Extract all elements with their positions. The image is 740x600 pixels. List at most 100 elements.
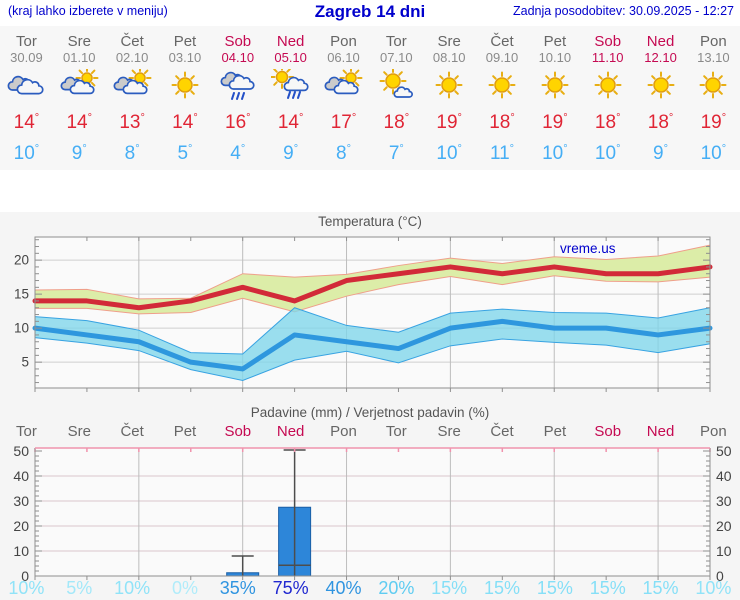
weather-icon-sunny	[423, 65, 476, 105]
day-column-sre-08.10[interactable]: Sre 08.10 19° 10°	[423, 26, 476, 170]
temp-high: 14°	[172, 112, 198, 133]
day-column-ned-12.10[interactable]: Ned 12.10 18° 9°	[634, 26, 687, 170]
temp-low: 8°	[124, 143, 140, 164]
temp-high: 18°	[594, 112, 621, 133]
location-menu-hint[interactable]: (kraj lahko izberete v meniju)	[8, 4, 168, 18]
precip-probability-value: 15%	[431, 578, 468, 598]
day-column-čet-09.10[interactable]: Čet 09.10 18° 11°	[476, 26, 529, 170]
svg-text:30: 30	[716, 493, 732, 509]
day-column-čet-02.10[interactable]: Čet 02.10 13° 8°	[106, 26, 159, 170]
temp-high: 17°	[330, 112, 357, 133]
charts-band: Temperatura (°C) 5 10 15 20 vreme.us Padavi…	[0, 212, 740, 600]
svg-text:10: 10	[14, 321, 29, 336]
day-column-sob-04.10[interactable]: Sob 04.10 16° 4°	[211, 26, 264, 170]
day-date: 10.10	[538, 50, 572, 65]
weather-icon-sun-rain	[264, 65, 317, 105]
day-name: Sre	[67, 33, 91, 50]
forecast-strip: Tor 30.09 14° 10° Sre 01.10 14° 9° Čet 02.10 13° 8°…	[0, 26, 740, 170]
day-name: Čet	[490, 33, 514, 50]
precip-day-label: Pet	[543, 423, 567, 440]
day-date: 13.10	[697, 50, 730, 65]
svg-text:20: 20	[14, 253, 29, 268]
temp-low: 9°	[653, 143, 669, 164]
precip-day-label: Čet	[120, 423, 144, 440]
temp-high: 16°	[225, 112, 251, 133]
precip-day-label: Tor	[16, 423, 37, 440]
day-column-sre-01.10[interactable]: Sre 01.10 14° 9°	[53, 26, 106, 170]
temp-low: 10°	[542, 143, 568, 164]
day-date: 07.10	[380, 50, 413, 65]
header-bar: (kraj lahko izberete v meniju) Zagreb 14…	[0, 0, 740, 26]
weather-icon-partly-cloudy	[317, 65, 370, 105]
precip-probability-value: 10%	[114, 578, 151, 598]
day-name: Čet	[120, 33, 144, 50]
temp-low: 8°	[335, 143, 351, 164]
precip-day-label: Čet	[490, 423, 514, 440]
day-column-pet-10.10[interactable]: Pet 10.10 19° 10°	[528, 26, 581, 170]
day-date: 04.10	[221, 50, 255, 65]
vreme-us-watermark-link[interactable]: vreme.us	[560, 241, 616, 256]
precip-day-row: Tor Sre Čet Pet Sob Ned Pon Tor Sre Čet Pet Sob Ned P…	[0, 422, 740, 444]
svg-text:20: 20	[716, 518, 732, 534]
precip-day-label: Tor	[385, 423, 407, 440]
precip-probability-value: 75%	[272, 578, 309, 598]
temp-high: 14°	[13, 112, 40, 133]
day-date: 02.10	[115, 50, 149, 65]
precip-day-label: Ned	[276, 423, 305, 440]
day-column-sob-11.10[interactable]: Sob 11.10 18° 10°	[581, 26, 634, 170]
svg-text:10: 10	[13, 543, 29, 559]
temp-low: 7°	[388, 143, 404, 164]
weather-icon-sunny	[581, 65, 634, 105]
day-column-pon-06.10[interactable]: Pon 06.10 17° 8°	[317, 26, 370, 170]
day-date: 09.10	[485, 50, 519, 65]
weather-icon-sunny	[159, 65, 212, 105]
temp-low: 10°	[13, 143, 40, 164]
precip-probability-value: 40%	[325, 578, 362, 598]
day-date: 08.10	[432, 50, 466, 65]
temp-low: 9°	[71, 143, 87, 164]
day-column-tor-30.09[interactable]: Tor 30.09 14° 10°	[0, 26, 53, 170]
temp-high: 18°	[489, 112, 515, 133]
precip-probability-value: 20%	[378, 578, 415, 598]
svg-text:50: 50	[13, 446, 29, 459]
day-name: Sob	[594, 33, 622, 50]
weather-icon-sunny	[528, 65, 581, 105]
day-name: Pet	[543, 33, 567, 50]
day-name: Pon	[700, 33, 727, 50]
temp-low: 5°	[177, 143, 193, 164]
precip-day-label: Sob	[594, 423, 622, 440]
temp-high: 19°	[542, 112, 568, 133]
precip-probability-value: 10%	[8, 578, 45, 598]
svg-text:30: 30	[13, 493, 29, 509]
precip-day-label: Sre	[67, 423, 91, 440]
svg-text:0: 0	[716, 568, 724, 582]
temp-high: 18°	[383, 112, 410, 133]
weather-icon-mostly-sunny	[370, 65, 423, 105]
weather-icon-sunny	[634, 65, 687, 105]
weather-icon-rain	[211, 65, 264, 105]
precip-probability-value: 0%	[171, 578, 198, 598]
weather-icon-partly-cloudy	[106, 65, 159, 105]
day-column-pon-13.10[interactable]: Pon 13.10 19° 10°	[687, 26, 740, 170]
day-column-ned-05.10[interactable]: Ned 05.10 14° 9°	[264, 26, 317, 170]
day-column-pet-03.10[interactable]: Pet 03.10 14° 5°	[159, 26, 212, 170]
precip-probability-value: 15%	[589, 578, 626, 598]
precip-day-label: Pon	[700, 423, 727, 440]
temp-high: 13°	[119, 112, 145, 133]
day-column-tor-07.10[interactable]: Tor 07.10 18° 7°	[370, 26, 423, 170]
precip-probability-row: 10% 5% 10% 0% 35% 75% 40% 20% 15% 15% 15% 15% 15% 10%	[0, 578, 740, 600]
weather-icon-sunny	[687, 65, 740, 105]
day-name: Tor	[16, 33, 37, 50]
svg-text:20: 20	[13, 518, 29, 534]
day-name: Sre	[437, 33, 461, 50]
day-date: 30.09	[10, 50, 43, 65]
day-date: 06.10	[327, 50, 360, 65]
temperature-chart-title: Temperatura (°C)	[318, 214, 422, 229]
precipitation-chart: 0 0 10 10 20 20 30 30 40 40 50 50	[13, 446, 732, 582]
svg-text:15: 15	[14, 287, 29, 302]
temp-low: 11°	[489, 143, 515, 164]
temp-low: 10°	[594, 143, 621, 164]
precip-day-label: Pet	[173, 423, 197, 440]
temp-low: 10°	[436, 143, 462, 164]
